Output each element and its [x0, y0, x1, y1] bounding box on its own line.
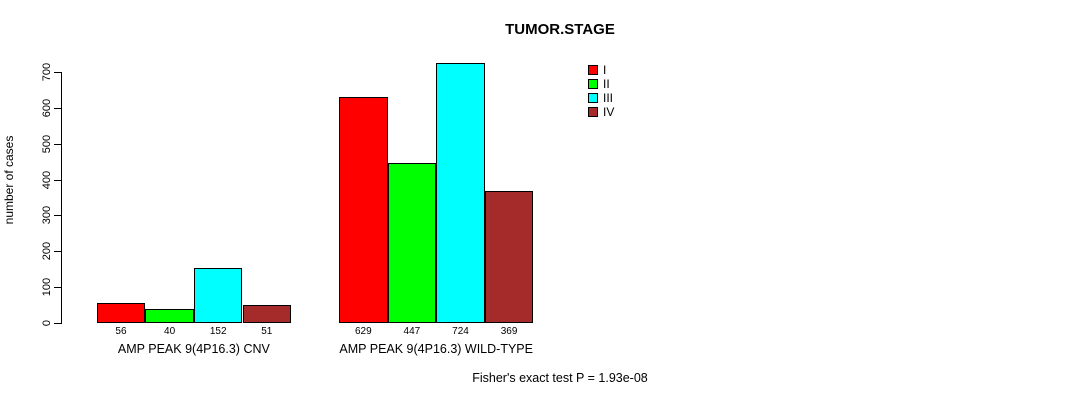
legend-label: III — [603, 91, 614, 105]
bar-value-label: 447 — [403, 326, 421, 337]
y-axis-tick-label: 200 — [41, 242, 53, 261]
y-axis-label: number of cases — [2, 135, 16, 225]
legend-swatch — [588, 79, 598, 89]
bar — [242, 304, 292, 323]
bar — [193, 268, 243, 323]
legend-label: IV — [603, 105, 615, 119]
bar-value-label: 724 — [452, 326, 469, 337]
fisher-test-annotation: Fisher's exact test P = 1.93e-08 — [472, 371, 648, 385]
bar-value-label: 40 — [164, 326, 176, 337]
y-axis-tick-label: 500 — [41, 134, 53, 153]
y-axis-tick — [54, 107, 61, 109]
y-axis — [61, 72, 62, 324]
y-axis-tick-label: 700 — [41, 62, 53, 82]
bar — [145, 308, 194, 323]
bar — [387, 162, 437, 323]
legend-row: I — [588, 63, 614, 77]
bar-value-label: 51 — [261, 326, 273, 337]
legend-row: III — [588, 91, 614, 105]
y-axis-tick — [54, 143, 61, 145]
y-axis-tick-label: 0 — [41, 319, 53, 327]
legend-swatch — [588, 93, 598, 103]
legend-row: II — [588, 77, 614, 91]
chart-title: TUMOR.STAGE — [505, 21, 615, 38]
category-label: AMP PEAK 9(4P16.3) CNV — [117, 342, 270, 356]
legend-row: IV — [588, 105, 614, 119]
bar-value-label: 369 — [500, 326, 518, 337]
legend: I II III IV — [588, 63, 614, 119]
y-axis-tick — [54, 179, 61, 181]
y-axis-tick — [54, 72, 61, 73]
legend-label: II — [603, 77, 610, 91]
y-axis-tick-label: 100 — [41, 277, 53, 297]
category-label: AMP PEAK 9(4P16.3) WILD-TYPE — [339, 342, 533, 356]
bar — [436, 63, 485, 323]
y-axis-tick — [54, 323, 61, 324]
legend-swatch — [588, 107, 598, 117]
legend-swatch — [588, 65, 598, 75]
legend-label: I — [603, 63, 607, 77]
y-axis-tick-label: 400 — [41, 170, 53, 189]
y-axis-tick — [54, 251, 61, 253]
bar — [96, 302, 146, 323]
bar — [339, 97, 388, 323]
bar-value-label: 629 — [354, 326, 372, 337]
bar-value-label: 56 — [115, 326, 127, 337]
y-axis-tick-label: 300 — [41, 206, 53, 225]
bar — [484, 190, 534, 323]
y-axis-tick-label: 600 — [41, 98, 53, 118]
y-axis-tick — [54, 215, 61, 217]
bar-value-label: 152 — [209, 326, 227, 337]
y-axis-tick — [54, 287, 61, 289]
